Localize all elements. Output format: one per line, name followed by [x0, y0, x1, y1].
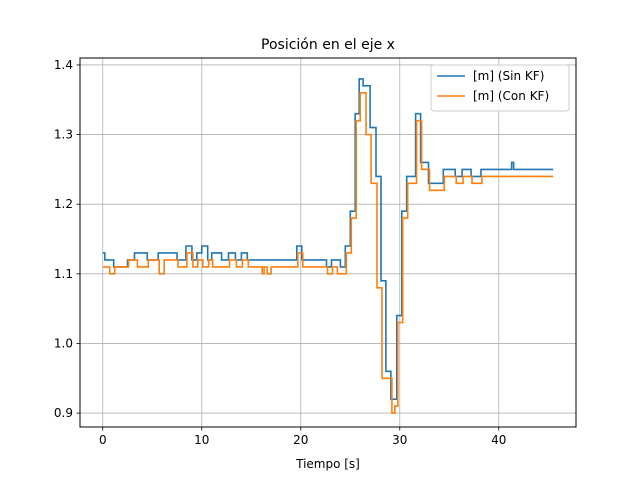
legend: [m] (Sin KF) [m] (Con KF): [430, 64, 570, 112]
y-tick-label: 1.0: [54, 336, 73, 350]
series-line-1: [102, 78, 554, 400]
legend-label: [m] (Con KF): [473, 89, 549, 103]
legend-label: [m] (Sin KF): [473, 69, 544, 83]
chart-title: Posición en el eje x: [261, 37, 395, 53]
y-tick-label: 1.3: [54, 128, 73, 142]
y-tick-label: 1.1: [54, 267, 73, 281]
plot-frame: [79, 57, 577, 428]
y-axis-ticks: 0.9 1.0 1.1 1.2 1.3 1.4: [54, 58, 80, 420]
series-line-2: [102, 92, 554, 414]
x-tick-label: 0: [99, 433, 107, 447]
x-tick-label: 40: [491, 433, 506, 447]
series-lines: [102, 78, 554, 414]
x-axis-ticks: 0 10 20 30 40: [99, 427, 506, 447]
x-tick-label: 10: [194, 433, 209, 447]
legend-box: [430, 64, 570, 112]
x-tick-label: 20: [293, 433, 308, 447]
x-axis-label: Tiempo [s]: [295, 457, 360, 471]
grid-lines: [80, 58, 576, 427]
y-tick-label: 1.2: [54, 197, 73, 211]
x-tick-label: 30: [392, 433, 407, 447]
y-tick-label: 1.4: [54, 58, 73, 72]
y-tick-label: 0.9: [54, 406, 73, 420]
